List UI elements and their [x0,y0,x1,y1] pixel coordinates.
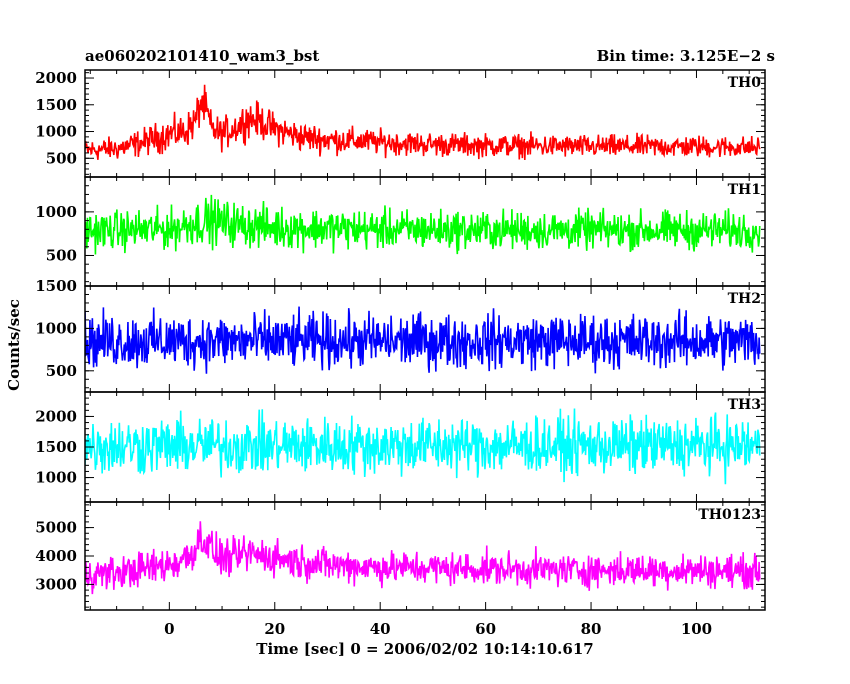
panel-th3: 1000 1500 2000 TH3 [35,391,766,503]
y-tick-label: 3000 [35,575,77,593]
band-label-th0123: TH0123 [698,507,761,523]
band-label-th1: TH1 [728,182,761,198]
bin-time-label: Bin time: 3.125E−2 s [597,47,775,65]
series-line-th2 [85,306,761,374]
y-tick-label: 500 [46,362,77,380]
x-tick-label: 40 [370,620,391,638]
series-line-th3 [85,408,761,485]
y-tick-label: 1000 [35,123,77,141]
y-axis-title: Counts/sec [5,299,23,391]
chart-title: ae060202101410_wam3_bst [85,47,319,65]
x-tick-label: 0 [164,620,174,638]
y-tick-label: 1000 [35,469,77,487]
y-tick-label: 500 [46,246,77,264]
band-label-th3: TH3 [728,397,761,413]
x-axis-title: Time [sec] 0 = 2006/02/02 10:14:10.617 [256,640,593,658]
y-tick-label: 1500 [35,277,77,295]
y-tick-label: 2000 [35,407,77,425]
y-tick-label: 500 [46,149,77,167]
x-tick-label: 80 [581,620,602,638]
y-tick-label: 2000 [35,69,77,87]
band-label-th0: TH0 [728,75,762,91]
y-tick-label: 1500 [35,96,77,114]
x-tick-label: 100 [681,620,712,638]
series-line-th0123 [85,521,761,595]
panel-th2: 500 1000 1500 TH2 [35,277,766,393]
y-tick-label: 1000 [35,203,77,221]
y-tick-label: 1000 [35,319,77,337]
band-label-th2: TH2 [728,291,761,307]
x-tick-label: 20 [264,620,285,638]
y-tick-label: 5000 [35,519,77,537]
panel-th1: 500 1000 TH1 [35,176,766,287]
y-tick-label: 1500 [35,438,77,456]
series-line-th1 [85,194,761,255]
panel-th0: 500 1000 1500 2000 TH0 [35,69,766,178]
panel-th0123: 3000 4000 5000 TH0123 [35,501,766,611]
y-tick-label: 4000 [35,547,77,565]
panel-frame [84,69,766,178]
x-tick-label: 60 [475,620,496,638]
series-line-th0 [85,84,761,160]
